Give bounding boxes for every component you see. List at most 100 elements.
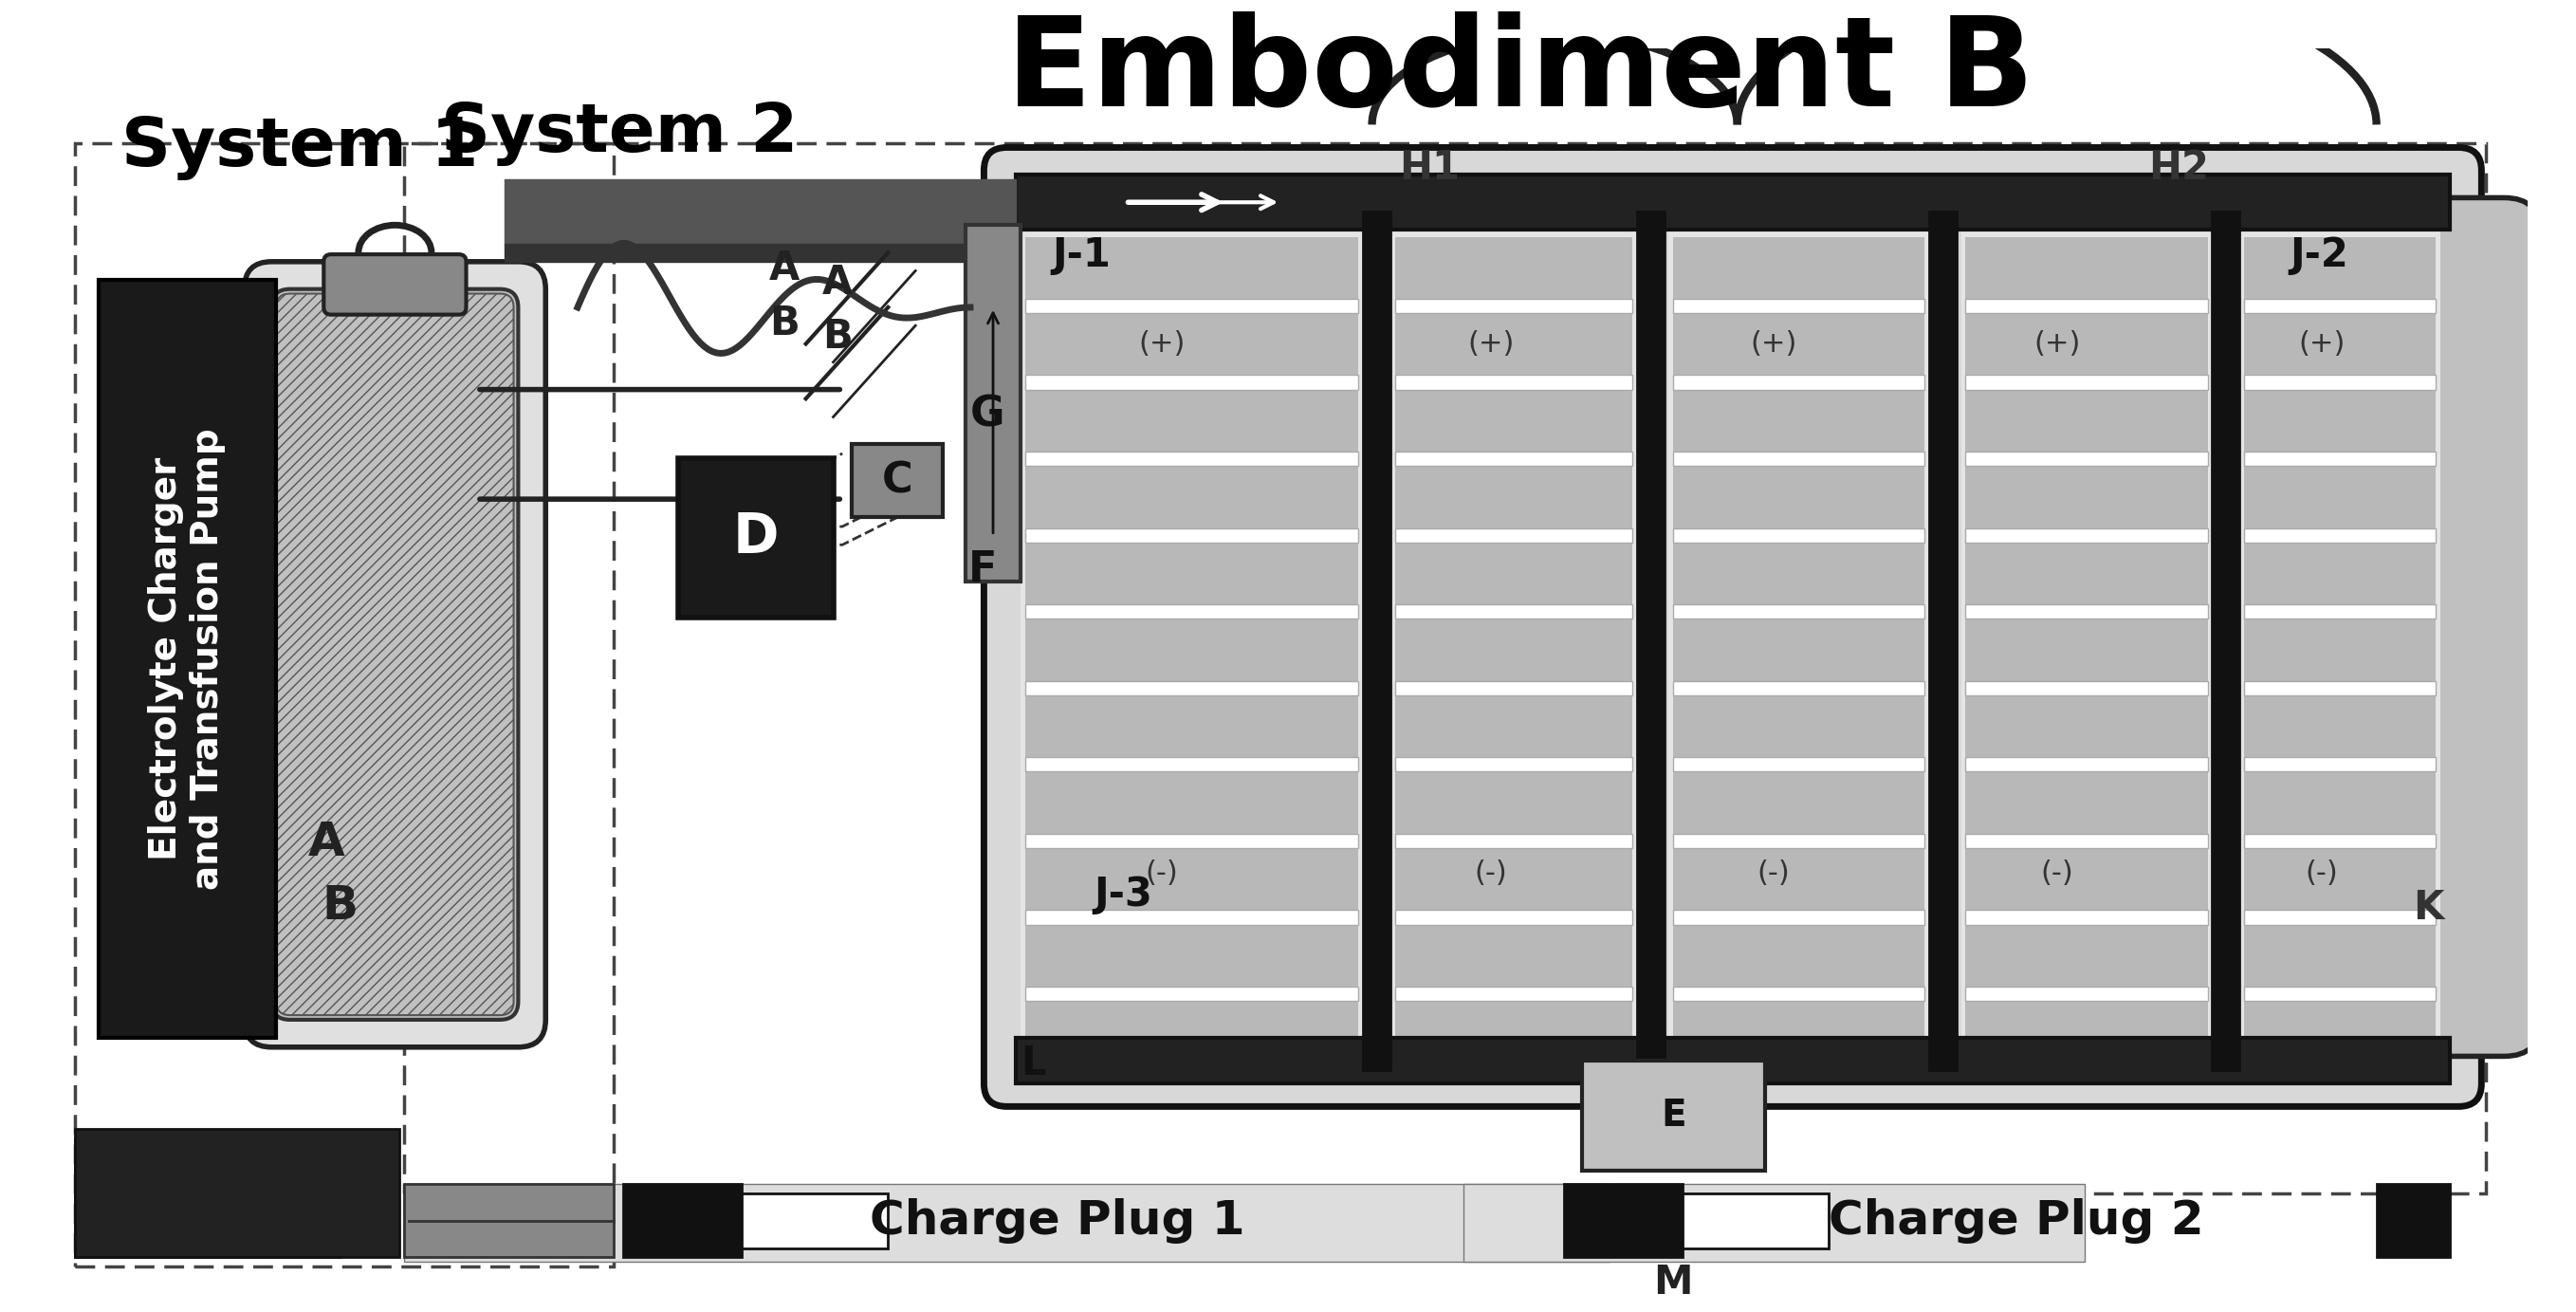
FancyBboxPatch shape	[98, 279, 276, 1038]
FancyBboxPatch shape	[1674, 237, 1924, 299]
FancyBboxPatch shape	[1564, 1185, 1682, 1257]
FancyBboxPatch shape	[1674, 695, 1924, 757]
FancyBboxPatch shape	[1025, 619, 1358, 681]
FancyBboxPatch shape	[1965, 911, 2208, 925]
FancyBboxPatch shape	[1394, 543, 1633, 605]
FancyBboxPatch shape	[1394, 771, 1633, 833]
FancyBboxPatch shape	[1394, 695, 1633, 757]
FancyBboxPatch shape	[1674, 605, 1924, 619]
FancyBboxPatch shape	[1394, 527, 1633, 543]
FancyBboxPatch shape	[1025, 925, 1358, 987]
FancyBboxPatch shape	[1965, 1001, 2208, 1063]
Text: A: A	[822, 262, 853, 302]
FancyBboxPatch shape	[1965, 451, 2208, 466]
FancyBboxPatch shape	[1025, 1001, 1358, 1063]
FancyBboxPatch shape	[1394, 1001, 1633, 1063]
FancyBboxPatch shape	[1025, 375, 1358, 390]
FancyBboxPatch shape	[270, 289, 518, 1019]
FancyBboxPatch shape	[1020, 230, 1363, 1071]
FancyBboxPatch shape	[742, 1194, 889, 1248]
FancyBboxPatch shape	[1965, 987, 2208, 1001]
Text: (-): (-)	[1757, 859, 1790, 887]
FancyBboxPatch shape	[245, 261, 546, 1047]
FancyBboxPatch shape	[1682, 1194, 1829, 1248]
FancyBboxPatch shape	[1674, 833, 1924, 848]
FancyBboxPatch shape	[1965, 605, 2208, 619]
FancyBboxPatch shape	[1025, 299, 1358, 314]
FancyBboxPatch shape	[1025, 848, 1358, 911]
FancyBboxPatch shape	[1394, 314, 1633, 375]
FancyBboxPatch shape	[677, 458, 832, 618]
FancyBboxPatch shape	[1394, 451, 1633, 466]
FancyBboxPatch shape	[1394, 757, 1633, 771]
FancyBboxPatch shape	[2244, 237, 2437, 299]
FancyBboxPatch shape	[1674, 681, 1924, 695]
FancyBboxPatch shape	[2244, 1001, 2437, 1063]
FancyBboxPatch shape	[1025, 911, 1358, 925]
Text: H2: H2	[2148, 148, 2208, 188]
FancyBboxPatch shape	[1965, 771, 2208, 833]
FancyBboxPatch shape	[1394, 987, 1633, 1001]
FancyBboxPatch shape	[1929, 211, 1955, 1071]
FancyBboxPatch shape	[1965, 848, 2208, 911]
FancyBboxPatch shape	[2244, 681, 2437, 695]
FancyBboxPatch shape	[2244, 605, 2437, 619]
FancyBboxPatch shape	[1965, 237, 2208, 299]
FancyBboxPatch shape	[1965, 619, 2208, 681]
FancyBboxPatch shape	[2244, 925, 2437, 987]
FancyBboxPatch shape	[1025, 605, 1358, 619]
FancyBboxPatch shape	[1965, 314, 2208, 375]
FancyBboxPatch shape	[1674, 771, 1924, 833]
FancyBboxPatch shape	[1015, 174, 2450, 230]
Text: (-): (-)	[2040, 859, 2074, 887]
FancyBboxPatch shape	[2244, 771, 2437, 833]
FancyBboxPatch shape	[1669, 230, 1929, 1071]
Text: (+): (+)	[2032, 331, 2081, 358]
FancyBboxPatch shape	[1636, 211, 1664, 1071]
FancyBboxPatch shape	[1463, 1185, 2084, 1262]
FancyBboxPatch shape	[2244, 619, 2437, 681]
FancyBboxPatch shape	[75, 1139, 340, 1257]
FancyBboxPatch shape	[1674, 1001, 1924, 1063]
FancyBboxPatch shape	[325, 255, 466, 315]
Text: System 1: System 1	[121, 114, 479, 180]
FancyBboxPatch shape	[1394, 911, 1633, 925]
FancyBboxPatch shape	[404, 1185, 1610, 1262]
FancyBboxPatch shape	[1025, 987, 1358, 1001]
FancyBboxPatch shape	[75, 1130, 399, 1257]
FancyBboxPatch shape	[1674, 451, 1924, 466]
Text: G: G	[971, 394, 1005, 434]
FancyBboxPatch shape	[1674, 314, 1924, 375]
FancyBboxPatch shape	[1025, 695, 1358, 757]
FancyBboxPatch shape	[1674, 466, 1924, 527]
Text: D: D	[732, 510, 778, 564]
FancyBboxPatch shape	[1674, 390, 1924, 451]
Text: (+): (+)	[1749, 331, 1798, 358]
Text: E: E	[1662, 1098, 1685, 1134]
FancyBboxPatch shape	[984, 147, 2481, 1106]
FancyBboxPatch shape	[2244, 757, 2437, 771]
Text: K: K	[2414, 888, 2445, 928]
FancyBboxPatch shape	[2244, 987, 2437, 1001]
FancyBboxPatch shape	[1960, 230, 2213, 1071]
FancyBboxPatch shape	[1965, 466, 2208, 527]
FancyBboxPatch shape	[1674, 911, 1924, 925]
Text: (+): (+)	[1139, 331, 1185, 358]
Text: (+): (+)	[1468, 331, 1515, 358]
FancyBboxPatch shape	[404, 1185, 613, 1257]
FancyBboxPatch shape	[1391, 230, 1636, 1071]
Text: Electrolyte Charger
and Transfusion Pump: Electrolyte Charger and Transfusion Pump	[147, 428, 227, 890]
FancyBboxPatch shape	[2244, 527, 2437, 543]
FancyBboxPatch shape	[2244, 466, 2437, 527]
Text: (-): (-)	[1473, 859, 1507, 887]
FancyBboxPatch shape	[1025, 771, 1358, 833]
Text: J-1: J-1	[1054, 235, 1110, 274]
Text: Charge Plug 2: Charge Plug 2	[1829, 1198, 2205, 1244]
Text: System 2: System 2	[440, 101, 799, 167]
Text: B: B	[322, 883, 358, 929]
Text: F: F	[969, 548, 997, 590]
Text: C: C	[881, 461, 912, 501]
FancyBboxPatch shape	[2244, 695, 2437, 757]
FancyBboxPatch shape	[1015, 1038, 2450, 1084]
FancyBboxPatch shape	[1025, 314, 1358, 375]
